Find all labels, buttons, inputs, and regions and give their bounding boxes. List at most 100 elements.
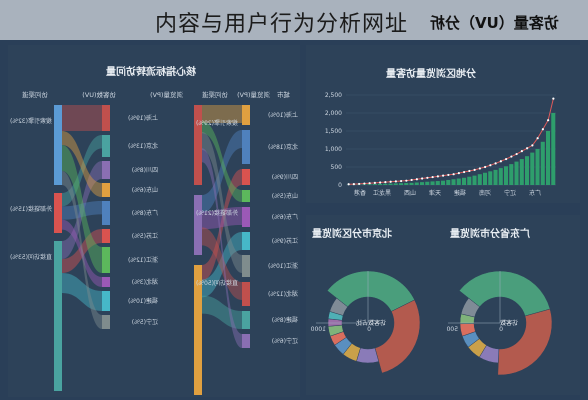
donut-axis-label: 1000 xyxy=(311,326,326,333)
sankey-node xyxy=(102,161,110,179)
line-point xyxy=(447,173,450,177)
sankey-link xyxy=(62,135,102,207)
x-tick-label: 河南 xyxy=(479,189,491,197)
sankey-node xyxy=(102,291,110,311)
sankey-node xyxy=(102,247,110,273)
bar xyxy=(414,182,419,185)
bar xyxy=(456,178,461,185)
bar xyxy=(546,131,551,185)
bar xyxy=(467,176,472,185)
x-tick-label: 福建 xyxy=(454,189,466,197)
sankey-col-header: 城市 xyxy=(277,90,291,99)
sankey-link xyxy=(202,130,242,213)
line-point xyxy=(473,168,476,171)
line-point xyxy=(484,165,487,169)
sankey-label: 湖北(3%) xyxy=(132,278,158,286)
line-point xyxy=(494,162,497,165)
page-caption: 内容与用户行为分析网址 xyxy=(155,12,409,37)
sankey-node xyxy=(102,229,110,243)
line-point xyxy=(384,181,387,184)
sankey-link xyxy=(202,105,242,123)
line-point xyxy=(468,169,471,173)
sankey-label: 湖北(12%) xyxy=(268,290,298,298)
sankey-node xyxy=(242,311,250,329)
donut-axis-label: 0 xyxy=(499,326,503,333)
line-point xyxy=(389,180,392,183)
line-point xyxy=(431,175,434,179)
y-tick-label: 1,000 xyxy=(325,146,342,153)
line-point xyxy=(363,182,366,185)
series-line xyxy=(348,98,554,185)
bar xyxy=(530,152,535,185)
y-tick-label: 2,000 xyxy=(325,110,342,117)
beijing-donut: 访客数占比 1000 0 xyxy=(311,270,421,374)
sankey-link xyxy=(62,201,102,220)
sankey-link xyxy=(202,169,242,281)
line-point xyxy=(515,152,518,156)
sankey-node xyxy=(194,105,202,185)
sankey-node xyxy=(102,105,110,131)
donut-slice xyxy=(458,270,551,317)
donut-slice xyxy=(329,297,348,316)
bar xyxy=(399,183,404,185)
x-tick-label: 山西 xyxy=(404,189,416,197)
bar xyxy=(383,183,388,185)
line-point xyxy=(436,175,439,178)
bar xyxy=(420,182,425,185)
sankey-node xyxy=(242,169,250,185)
line-point xyxy=(547,119,550,122)
sankey-link xyxy=(62,161,102,259)
donut-slice xyxy=(460,297,480,318)
sankey-col-header: 浏览量(PV) xyxy=(237,90,270,99)
donut-axis-label: 500 xyxy=(446,326,458,333)
line-point xyxy=(415,178,418,181)
sankey-node xyxy=(54,193,62,233)
bar xyxy=(472,175,477,185)
line-point xyxy=(457,172,460,175)
line-point xyxy=(452,173,455,176)
sankey-chart: 访问渠道 访客数(UV) 浏览量(PV) 访问渠道 浏览量(PV) 城市搜索引擎(32%)… xyxy=(10,90,298,395)
bar xyxy=(493,169,498,185)
bar xyxy=(535,149,540,185)
sankey-node xyxy=(102,277,110,287)
sankey-node xyxy=(242,207,250,227)
line-point xyxy=(347,183,350,186)
sankey-label: 广东(6%) xyxy=(272,213,298,221)
line-point xyxy=(426,176,429,179)
sankey-link xyxy=(202,132,242,273)
bar xyxy=(372,184,377,185)
sankey-node xyxy=(194,265,202,395)
sankey-label: 搜索引擎(32%) xyxy=(10,117,52,125)
sankey-node xyxy=(242,130,250,164)
line-point xyxy=(531,144,534,147)
sankey-label: 上海(19%) xyxy=(128,114,158,122)
line-point xyxy=(405,179,408,182)
sankey-link xyxy=(202,227,242,300)
sankey-link xyxy=(62,105,102,131)
line-point xyxy=(541,128,544,131)
sankey-link xyxy=(62,219,102,287)
x-tick-label: 广东 xyxy=(529,189,541,197)
sankey-label: 搜索引擎(29%) xyxy=(196,119,238,127)
bar xyxy=(551,113,556,185)
bar-panel: 分地区浏览量访客量 0 500 1,000 1,500 2,000 2,500 香港 黑龙江山… xyxy=(306,45,580,203)
sankey-link xyxy=(62,145,102,273)
line-point xyxy=(505,157,508,161)
sankey-label: 福建(8%) xyxy=(272,316,298,324)
donut-center-label: 访客数 xyxy=(500,319,518,327)
bar xyxy=(477,174,482,185)
sankey-node xyxy=(242,105,250,125)
donut-axis-label: 0 xyxy=(367,326,371,333)
y-tick-label: 2,500 xyxy=(325,92,342,99)
sankey-node xyxy=(102,135,110,157)
sankey-col-header: 访问渠道 xyxy=(22,90,49,99)
sankey-link xyxy=(62,171,102,329)
bar xyxy=(483,172,488,185)
bar xyxy=(462,177,467,185)
line-point xyxy=(373,181,376,184)
sankey-col-header: 访问渠道 xyxy=(202,90,229,99)
sankey-label: 北京(13%) xyxy=(128,142,158,150)
line-point xyxy=(520,150,523,153)
sankey-label: 江苏(5%) xyxy=(132,232,158,240)
bar xyxy=(509,164,514,185)
